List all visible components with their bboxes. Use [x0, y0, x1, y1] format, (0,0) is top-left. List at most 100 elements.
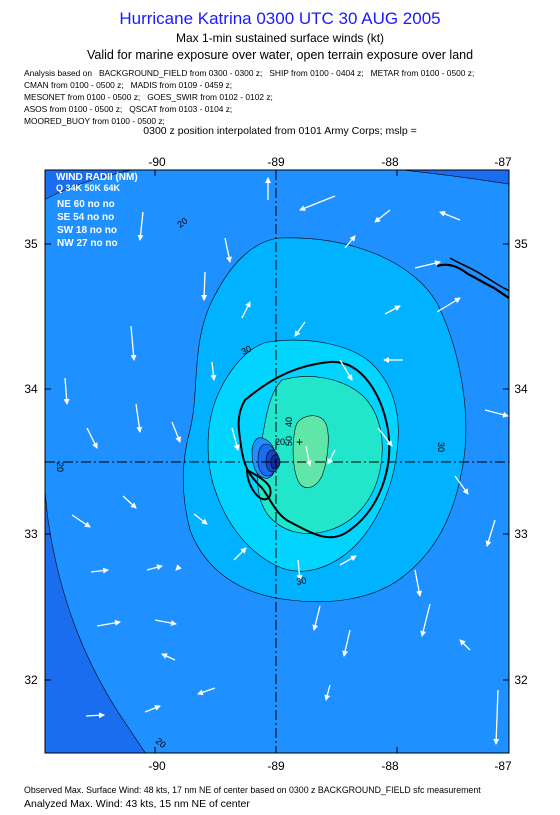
max-wind-marker: +	[296, 435, 303, 449]
wind-vector	[327, 449, 336, 465]
lon-label: -89	[267, 759, 285, 773]
wind-vector	[299, 195, 336, 211]
wind-vector	[377, 427, 393, 447]
lon-label: -87	[494, 155, 512, 169]
wind-vector	[342, 629, 351, 657]
wind-vector	[171, 421, 181, 443]
analyzed-max-wind: Analyzed Max. Wind: 43 kts, 15 nm NE of …	[24, 798, 250, 810]
lat-labels-right: 35 34 33 32	[514, 237, 528, 687]
contour-label: 30	[240, 344, 253, 357]
wind-vector	[484, 409, 509, 418]
wind-radii-row: NW 27 no no	[57, 238, 118, 249]
wind-vector	[305, 445, 312, 467]
lat-label: 34	[24, 382, 38, 396]
observed-max-wind: Observed Max. Surface Wind: 48 kts, 17 n…	[24, 785, 481, 795]
analysis-line: CMAN from 0100 - 0500 z; MADIS from 0109…	[24, 80, 233, 91]
wind-vector	[161, 653, 176, 661]
wind-vector	[201, 271, 208, 301]
wind-vector	[414, 260, 441, 269]
wind-vector	[294, 321, 306, 337]
lon-label: -89	[267, 155, 285, 169]
map-subtitle: Max 1-min sustained surface winds (kt)	[175, 31, 385, 45]
contour-labels: 20 30 30 30 20 20 20 50 40	[55, 216, 446, 750]
wind-radii-row: SE 54 no no	[57, 212, 114, 223]
wind-vector	[339, 359, 353, 381]
contour-label: 20	[275, 437, 285, 447]
wind-vector	[85, 712, 105, 719]
wind-vector	[493, 689, 500, 745]
lat-label: 35	[24, 237, 38, 251]
wind-vector	[384, 305, 401, 315]
wind-vector	[312, 605, 321, 631]
wind-vector	[135, 403, 143, 433]
wind-vector	[210, 361, 217, 381]
valid-line: Valid for marine exposure over water, op…	[86, 48, 474, 62]
lon-labels-top: -90 -89 -88 -87	[148, 155, 512, 169]
wind-vector	[296, 559, 303, 581]
wind-vector	[231, 427, 240, 451]
wind-vector	[344, 235, 356, 249]
wind-34kt-radius-line	[245, 468, 272, 501]
analysis-line: Analysis based on BACKGROUND_FIELD from …	[24, 68, 475, 78]
axis-ticks	[45, 170, 510, 753]
wind-vector	[436, 297, 461, 313]
analysis-line: MESONET from 0100 - 0500 z; GOES_SWIR fr…	[24, 92, 273, 103]
wind-vector	[90, 567, 109, 574]
wind-vector	[459, 639, 471, 651]
wind-radii-row: NE 60 no no	[57, 199, 115, 210]
wind-vector	[339, 555, 357, 566]
wind-vector	[374, 209, 391, 223]
wind-vector	[324, 684, 331, 701]
wind-vector	[241, 301, 251, 319]
wind-radii-table: WIND RADII (NM) Q 34K 50K 64K NE 60 no n…	[56, 172, 138, 249]
lon-label: -87	[494, 759, 512, 773]
contour-label: 40	[284, 417, 294, 427]
contour-label: 20	[55, 462, 65, 472]
wind-vector	[439, 211, 461, 221]
wind-vector	[454, 475, 469, 495]
lon-label: -90	[148, 759, 166, 773]
wind-vector	[193, 513, 208, 525]
lat-label: 34	[514, 382, 528, 396]
lon-label: -88	[381, 759, 399, 773]
lat-label: 33	[514, 527, 528, 541]
plot-frame	[44, 169, 510, 754]
wind-vector	[420, 603, 431, 637]
wind-shading: 20 30 30 30 20 20 20 50 40 +	[45, 170, 509, 753]
wind-vector	[71, 514, 91, 528]
wind-vector	[122, 495, 137, 509]
lat-label: 32	[24, 673, 38, 687]
lat-label: 33	[24, 527, 38, 541]
wind-vector	[63, 377, 70, 405]
wind-radii-title: WIND RADII (NM)	[56, 172, 138, 183]
wind-vector	[154, 619, 177, 627]
wind-radii-row: SW 18 no no	[57, 225, 117, 236]
wind-vector	[414, 569, 423, 597]
wind-vector	[96, 619, 121, 627]
wind-vector	[146, 564, 163, 571]
position-line: 0300 z position interpolated from 0101 A…	[143, 125, 417, 137]
wind-radii-columns: Q 34K 50K 64K	[56, 183, 121, 193]
wind-vector	[86, 427, 98, 449]
wind-vector	[137, 211, 144, 241]
center-crosshair	[45, 170, 509, 753]
coastline	[449, 257, 509, 292]
wind-34kt-radius-line	[237, 360, 391, 539]
wind-vector	[197, 687, 216, 696]
lat-labels-left: 35 34 33 32	[24, 237, 38, 687]
lon-label: -88	[381, 155, 399, 169]
coastline	[436, 263, 509, 300]
analysis-sources: Analysis based on BACKGROUND_FIELD from …	[24, 67, 474, 127]
lon-label: -90	[148, 155, 166, 169]
wind-vector	[144, 705, 161, 713]
contour-label: 50	[284, 436, 294, 446]
contour-label: 20	[154, 736, 168, 750]
band-60kt	[292, 415, 329, 489]
wind-vector	[485, 519, 496, 547]
wind-vector	[233, 547, 247, 561]
wind-barbs	[63, 177, 509, 745]
lat-label: 32	[514, 673, 528, 687]
lat-label: 35	[514, 237, 528, 251]
wind-vector	[130, 325, 137, 361]
